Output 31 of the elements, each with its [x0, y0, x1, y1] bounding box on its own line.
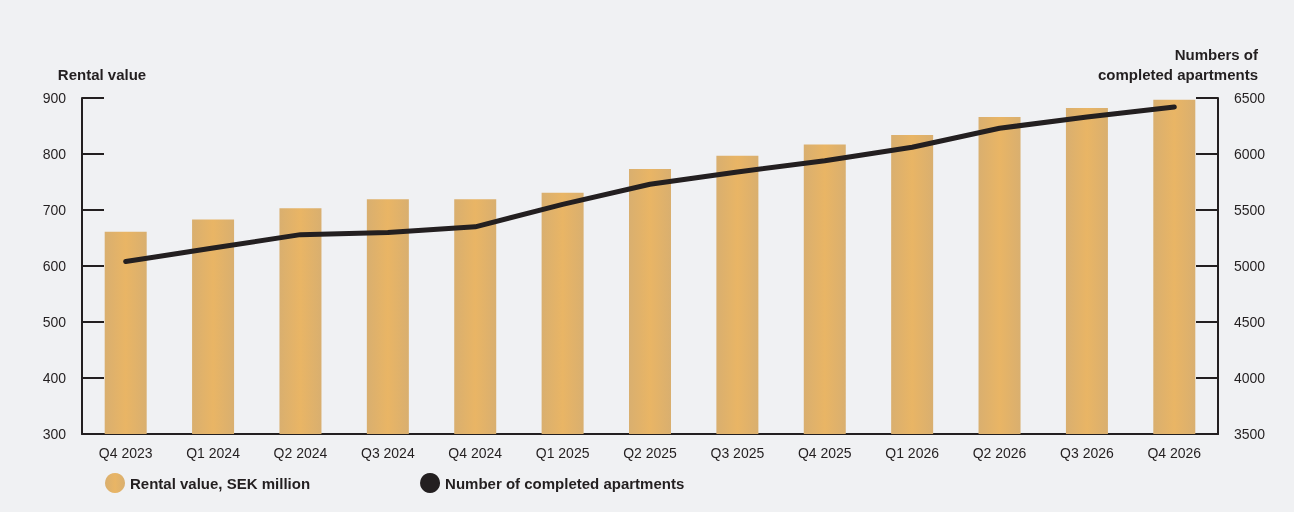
y-tick-label: 400	[42, 370, 67, 386]
x-tick-label: Q3 2026	[1060, 445, 1114, 461]
x-tick-label: Q3 2024	[360, 445, 415, 461]
x-tick-label: Q3 2025	[710, 445, 765, 461]
y2-tick-label: 6500	[1234, 90, 1266, 106]
x-tick-label: Q4 2026	[1147, 445, 1202, 461]
x-tick-label: Q1 2024	[186, 445, 241, 461]
x-tick-label: Q2 2026	[972, 445, 1027, 461]
y2-tick-label: 5000	[1234, 258, 1266, 274]
x-tick-label: Q1 2026	[885, 445, 940, 461]
legend-label: Number of completed apartments	[445, 474, 685, 492]
y2-tick-label: 3500	[1234, 426, 1266, 442]
y-tick-label: 900	[42, 90, 67, 106]
y-axis-title: Rental value	[57, 65, 147, 83]
legend-label: Rental value, SEK million	[130, 474, 311, 492]
x-tick-label: Q4 2024	[448, 445, 503, 461]
y2-tick-label: 5500	[1234, 202, 1266, 218]
y-tick-label: 600	[42, 258, 67, 274]
y2-tick-label: 4500	[1234, 314, 1266, 330]
y2-axis-title: Numbers of completed apartments	[1097, 45, 1259, 83]
y-tick-label: 500	[42, 314, 67, 330]
x-tick-label: Q2 2024	[273, 445, 328, 461]
y-tick-label: 700	[42, 202, 67, 218]
x-tick-label: Q1 2025	[535, 445, 590, 461]
x-tick-label: Q2 2025	[623, 445, 678, 461]
y2-tick-label: 6000	[1234, 146, 1266, 162]
x-tick-label: Q4 2023	[98, 445, 153, 461]
y-tick-label: 300	[42, 426, 67, 442]
y2-tick-label: 4000	[1234, 370, 1266, 386]
y-tick-label: 800	[42, 146, 67, 162]
x-tick-label: Q4 2025	[797, 445, 852, 461]
